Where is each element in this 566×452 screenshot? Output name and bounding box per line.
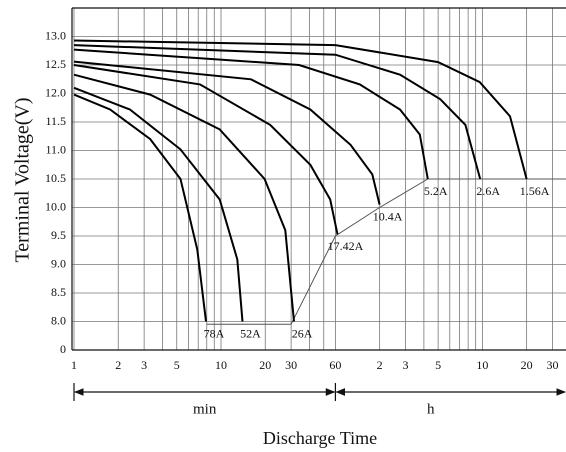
curve-label: 26A — [292, 326, 313, 340]
curve-label: 5.2A — [424, 184, 448, 198]
x-tick-label: 2 — [377, 358, 383, 372]
x-tick-label: 60 — [329, 358, 341, 372]
curve-label: 52A — [240, 326, 261, 340]
x-tick-label: 20 — [521, 358, 533, 372]
y-tick-label: 11.0 — [45, 142, 66, 156]
x-tick-label: 3 — [403, 358, 409, 372]
y-tick-label: 8.5 — [51, 285, 66, 299]
curve-label: 17.42A — [328, 239, 364, 253]
y-tick-label: 9.5 — [51, 228, 66, 242]
x-tick-label: 10 — [476, 358, 488, 372]
y-tick-label: 0 — [60, 342, 66, 356]
x-tick-label: 5 — [435, 358, 441, 372]
y-tick-label: 8.0 — [51, 313, 66, 327]
x-tick-label: 10 — [215, 358, 227, 372]
discharge-curve — [73, 39, 528, 180]
y-axis-title: Terminal Voltage(V) — [12, 97, 34, 262]
range-label: min — [193, 401, 217, 417]
discharge-curve — [73, 93, 207, 322]
y-tick-label: 11.5 — [45, 114, 66, 128]
x-tick-label: 20 — [259, 358, 271, 372]
curve-label: 1.56A — [520, 184, 550, 198]
x-tick-label: 30 — [285, 358, 297, 372]
discharge-curve — [73, 86, 244, 322]
discharge-curve — [73, 64, 339, 235]
y-tick-label: 12.5 — [45, 57, 66, 71]
x-tick-label: 2 — [115, 358, 121, 372]
curve-label: 78A — [204, 326, 225, 340]
y-tick-label: 13.0 — [45, 28, 66, 42]
x-tick-label: 1 — [71, 358, 77, 372]
end-voltage-line — [206, 178, 566, 325]
x-tick-label: 5 — [174, 358, 180, 372]
discharge-curve — [73, 73, 295, 322]
curve-label: 10.4A — [373, 209, 403, 223]
discharge-curve — [73, 60, 381, 205]
range-label: h — [427, 401, 435, 417]
discharge-curve — [73, 44, 482, 180]
y-tick-label: 10.0 — [45, 199, 66, 213]
discharge-curve — [73, 48, 429, 180]
y-tick-label: 12.0 — [45, 85, 66, 99]
y-tick-label: 10.5 — [45, 171, 66, 185]
y-tick-label: 9.0 — [51, 256, 66, 270]
x-tick-label: 30 — [547, 358, 559, 372]
x-tick-label: 3 — [141, 358, 147, 372]
x-axis-title: Discharge Time — [263, 428, 377, 448]
curve-label: 2.6A — [476, 184, 500, 198]
